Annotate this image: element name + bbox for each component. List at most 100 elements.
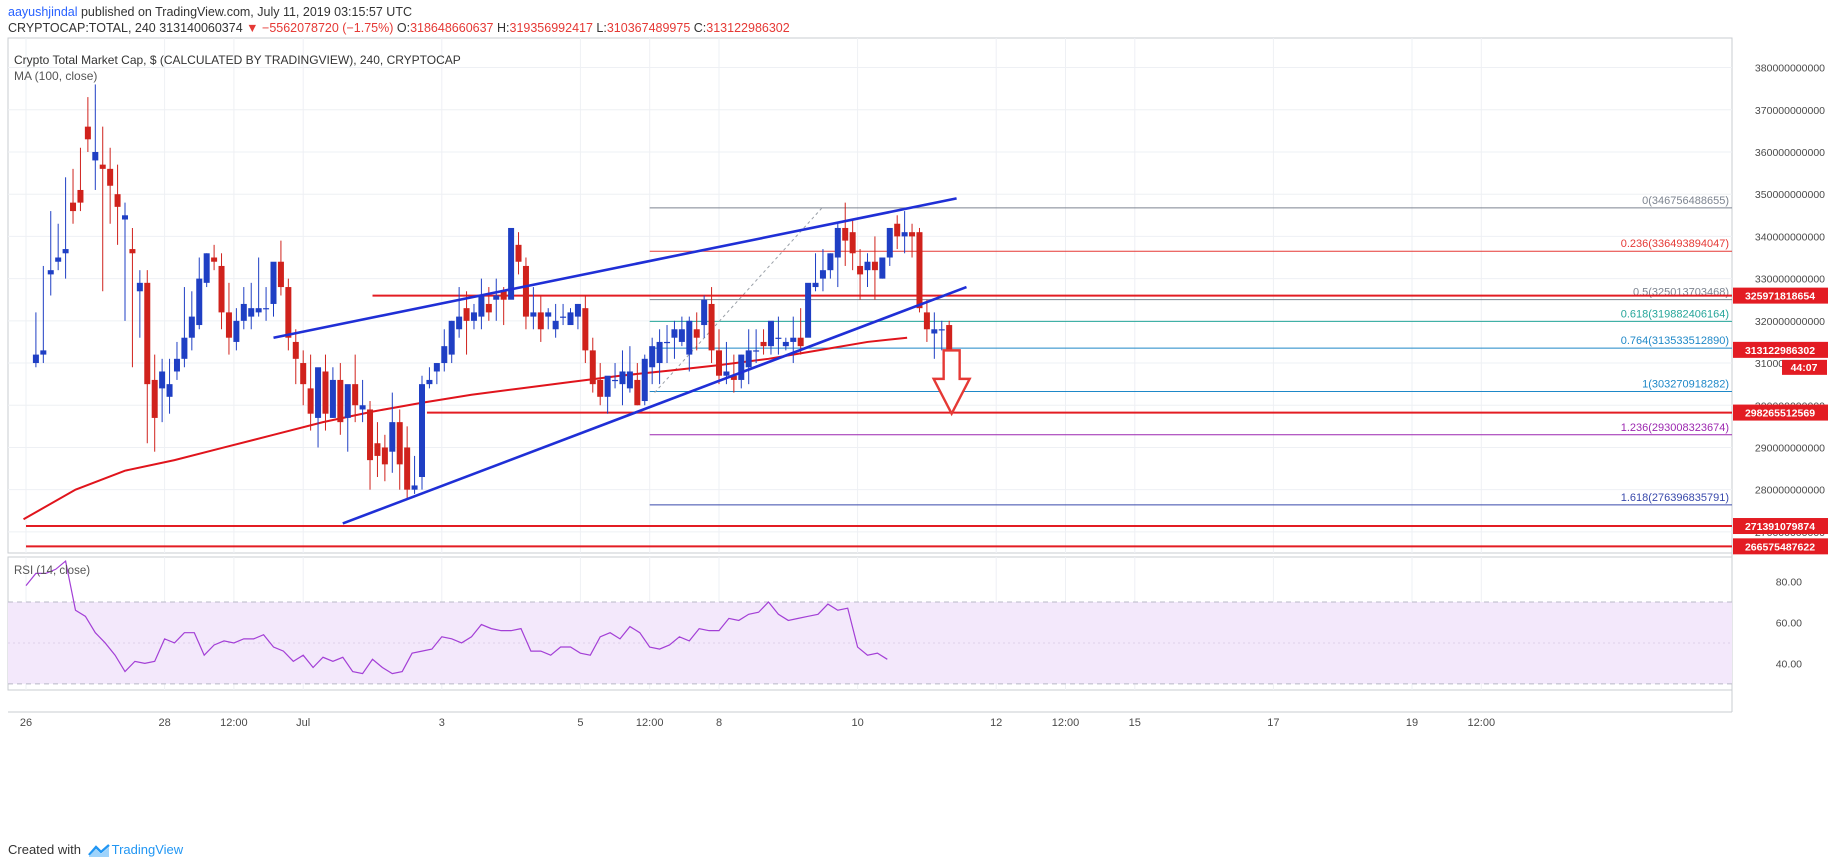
candle-body: [107, 168, 114, 186]
candle-body: [745, 350, 752, 368]
candle-body: [827, 253, 834, 271]
candle-body: [508, 227, 515, 300]
fib-level-label: 0.236(336493894047): [1621, 238, 1729, 250]
candle-body: [389, 422, 396, 452]
fib-level-label: 1.618(276396835791): [1621, 492, 1729, 504]
candle-body: [329, 379, 336, 418]
candle-body: [419, 384, 425, 478]
candle-body: [122, 215, 128, 220]
candle-body: [396, 422, 403, 465]
candle-body: [886, 227, 893, 258]
candle-body: [367, 409, 374, 461]
candle-body: [92, 151, 99, 161]
candle-body: [767, 320, 774, 347]
candle-body: [478, 295, 485, 317]
candle-body: [337, 379, 344, 423]
candle-body: [545, 312, 552, 317]
time-axis-label: 8: [716, 717, 722, 729]
candle-body: [515, 244, 522, 262]
fib-level-label: 0.618(319882406164): [1621, 308, 1729, 320]
candle-body: [307, 388, 314, 414]
candle-body: [894, 223, 901, 237]
level-price-tag-bg: [1733, 404, 1828, 421]
price-axis-label: 360000000000: [1755, 147, 1825, 159]
candle-body: [664, 341, 671, 344]
candle-body: [233, 320, 240, 342]
time-axis-label: 10: [851, 717, 863, 729]
candle-body: [426, 379, 433, 385]
rsi-axis-label: 80.00: [1776, 577, 1802, 589]
candle-body: [300, 363, 307, 385]
candle-body: [55, 257, 62, 262]
candle-body: [84, 126, 91, 140]
candle-body: [567, 312, 574, 326]
candle-body: [218, 265, 225, 313]
price-axis-label: 350000000000: [1755, 189, 1825, 201]
candle-body: [129, 249, 136, 254]
last-price: 313140060374: [159, 21, 243, 35]
candle-body: [938, 329, 945, 331]
price-axis-label: 370000000000: [1755, 105, 1825, 117]
candle-body: [32, 354, 39, 364]
last-price-tag-bg: [1733, 341, 1828, 358]
candle-body: [723, 371, 730, 376]
candle-body: [114, 194, 121, 207]
ma-100-line: [23, 336, 908, 521]
candle-body: [678, 329, 685, 342]
candle-body: [805, 282, 812, 338]
price-axis-label: 280000000000: [1755, 485, 1825, 497]
candle-body: [381, 447, 388, 465]
candle-body: [144, 282, 151, 385]
candle-body: [151, 379, 158, 418]
time-axis-label: 17: [1267, 717, 1279, 729]
candle-body: [225, 312, 232, 338]
rsi-line: [25, 559, 888, 675]
rsi-axis-label: 60.00: [1776, 617, 1802, 629]
candle-body: [248, 308, 255, 317]
candle-body: [441, 346, 448, 364]
symbol-label: CRYPTOCAP:TOTAL, 240: [8, 21, 156, 35]
trendline: [342, 285, 967, 525]
candle-body: [931, 329, 938, 334]
candle-body: [812, 282, 819, 288]
time-axis-label: 12:00: [1468, 717, 1496, 729]
candle-body: [560, 316, 567, 318]
countdown-bg: [1782, 359, 1827, 375]
countdown-tag: 44:07: [1791, 362, 1818, 374]
time-axis-label: 12:00: [220, 717, 248, 729]
fib-level-label: 1.236(293008323674): [1621, 422, 1729, 434]
candle-body: [849, 232, 856, 254]
level-price-tag-bg: [1733, 518, 1828, 535]
candle-body: [871, 261, 878, 271]
candle-body: [730, 375, 737, 380]
candle-body: [196, 278, 203, 326]
price-axis-label: 290000000000: [1755, 442, 1825, 454]
candle-body: [522, 265, 529, 317]
candle-body: [537, 312, 544, 330]
level-price-tag: 271391079874: [1745, 521, 1815, 533]
ohlc-line: CRYPTOCAP:TOTAL, 240 313140060374 ▼ −556…: [8, 21, 790, 36]
candle-body: [530, 312, 537, 317]
candle-body: [923, 312, 930, 330]
tradingview-logo-icon: [87, 844, 110, 857]
tradingview-link[interactable]: TradingView: [111, 842, 184, 857]
candle-body: [240, 303, 247, 321]
fib-level-label: 0.764(313533512890): [1621, 335, 1729, 347]
candle-body: [166, 384, 173, 397]
candle-body: [842, 227, 849, 241]
price-change: −5562078720 (−1.75%): [262, 21, 394, 35]
author-link[interactable]: aayushjindal: [8, 5, 78, 19]
candle-body: [879, 257, 886, 279]
candle-body: [909, 232, 916, 237]
price-axis-label: 330000000000: [1755, 274, 1825, 286]
candle-body: [604, 375, 611, 397]
candle-body: [352, 384, 359, 406]
candle-body: [775, 337, 782, 339]
candle-body: [834, 227, 841, 258]
candle-body: [864, 261, 871, 271]
down-arrow-icon: ▼: [246, 21, 259, 35]
level-price-tag-bg: [1733, 287, 1828, 304]
candle-body: [136, 282, 143, 292]
time-axis-label: 3: [439, 717, 445, 729]
